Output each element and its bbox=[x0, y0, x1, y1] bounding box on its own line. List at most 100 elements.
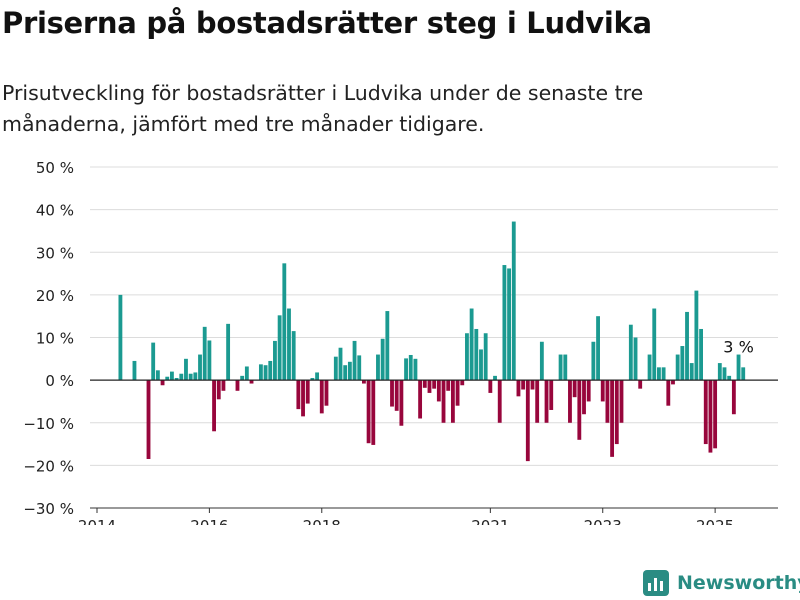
bar bbox=[352, 340, 357, 381]
gridlines bbox=[90, 166, 778, 509]
x-tick-label: 2018 bbox=[303, 517, 341, 525]
bar bbox=[216, 380, 221, 400]
bar bbox=[413, 358, 418, 381]
bar bbox=[357, 355, 362, 381]
bar bbox=[582, 380, 586, 415]
bar bbox=[310, 377, 315, 381]
bar bbox=[385, 311, 390, 381]
y-tick-label: 20 % bbox=[36, 287, 74, 305]
bar bbox=[132, 360, 137, 381]
bar bbox=[638, 380, 643, 389]
bar bbox=[446, 380, 451, 391]
x-tick-label: 2014 bbox=[78, 517, 116, 525]
x-tick-label: 2025 bbox=[696, 517, 734, 525]
bar bbox=[600, 380, 605, 402]
bar bbox=[371, 380, 376, 445]
bar bbox=[544, 380, 549, 423]
bar bbox=[577, 380, 582, 440]
bar bbox=[591, 341, 596, 381]
bar bbox=[661, 367, 666, 381]
bar bbox=[666, 380, 671, 406]
bar bbox=[689, 363, 694, 381]
bar bbox=[474, 328, 479, 381]
bar bbox=[287, 308, 291, 381]
bar bbox=[507, 268, 511, 381]
bar bbox=[539, 341, 544, 381]
bar bbox=[708, 380, 713, 453]
bar bbox=[273, 340, 277, 381]
bar bbox=[207, 340, 212, 381]
y-tick-label: 40 % bbox=[36, 202, 74, 220]
bar bbox=[221, 380, 226, 391]
bar bbox=[488, 380, 493, 393]
bar bbox=[174, 377, 179, 381]
bar bbox=[240, 375, 245, 381]
y-tick-label: 10 % bbox=[36, 330, 74, 348]
bar bbox=[366, 380, 371, 444]
bar bbox=[525, 380, 530, 462]
bar bbox=[427, 380, 432, 393]
bar bbox=[497, 380, 502, 423]
bar bbox=[198, 354, 202, 381]
bar bbox=[184, 358, 188, 381]
y-tick-label: −10 % bbox=[23, 415, 74, 433]
bar bbox=[305, 380, 310, 404]
bar bbox=[165, 376, 170, 381]
bar bbox=[282, 263, 287, 381]
bar bbox=[493, 375, 497, 381]
bar bbox=[333, 356, 338, 381]
bar bbox=[441, 380, 446, 423]
bar bbox=[258, 364, 263, 381]
bar bbox=[432, 380, 437, 389]
bar bbox=[460, 380, 465, 386]
bar bbox=[680, 346, 685, 381]
bars bbox=[118, 221, 746, 462]
bar bbox=[675, 354, 680, 381]
bar bbox=[170, 371, 174, 381]
bar bbox=[717, 363, 722, 381]
bar bbox=[380, 338, 385, 381]
bar bbox=[179, 373, 184, 381]
bar bbox=[376, 354, 380, 381]
bar bbox=[394, 380, 399, 411]
bar bbox=[483, 333, 488, 381]
bar bbox=[736, 354, 741, 381]
x-tick-label: 2021 bbox=[471, 517, 509, 525]
brand-name: Newsworthy bbox=[677, 572, 800, 594]
y-axis-ticks: −30 % −20 % −10 % 0 % 10 % 20 % 30 % 40 % 50 % bbox=[23, 159, 74, 518]
bar bbox=[455, 380, 460, 406]
bar bbox=[362, 380, 366, 384]
bar bbox=[558, 354, 563, 381]
bar bbox=[568, 380, 572, 423]
bar bbox=[502, 265, 507, 381]
newsworthy-logo-icon bbox=[643, 570, 669, 596]
bar bbox=[741, 367, 746, 381]
bar bbox=[727, 375, 732, 381]
bar bbox=[596, 316, 600, 381]
bar bbox=[315, 372, 320, 381]
bar bbox=[530, 380, 535, 390]
bar bbox=[685, 311, 689, 381]
bar bbox=[188, 373, 193, 381]
bar bbox=[343, 365, 348, 381]
bar bbox=[549, 380, 554, 410]
bar bbox=[399, 380, 404, 426]
bar bbox=[155, 370, 160, 381]
bar bbox=[535, 380, 540, 423]
y-tick-label: −20 % bbox=[23, 457, 74, 475]
bar bbox=[418, 380, 423, 419]
bar bbox=[699, 328, 703, 381]
bar bbox=[633, 337, 638, 381]
bar bbox=[628, 324, 633, 381]
bar bbox=[479, 349, 483, 381]
bar bbox=[610, 380, 615, 457]
bar bbox=[731, 380, 736, 415]
y-tick-label: −30 % bbox=[23, 500, 74, 518]
bar bbox=[146, 380, 151, 459]
chart-title: Priserna på bostadsrätter steg i Ludvika bbox=[2, 6, 652, 40]
y-tick-label: 30 % bbox=[36, 244, 74, 262]
bar bbox=[202, 326, 207, 381]
bar bbox=[296, 380, 301, 410]
bar bbox=[263, 365, 268, 381]
x-tick-label: 2023 bbox=[584, 517, 622, 525]
